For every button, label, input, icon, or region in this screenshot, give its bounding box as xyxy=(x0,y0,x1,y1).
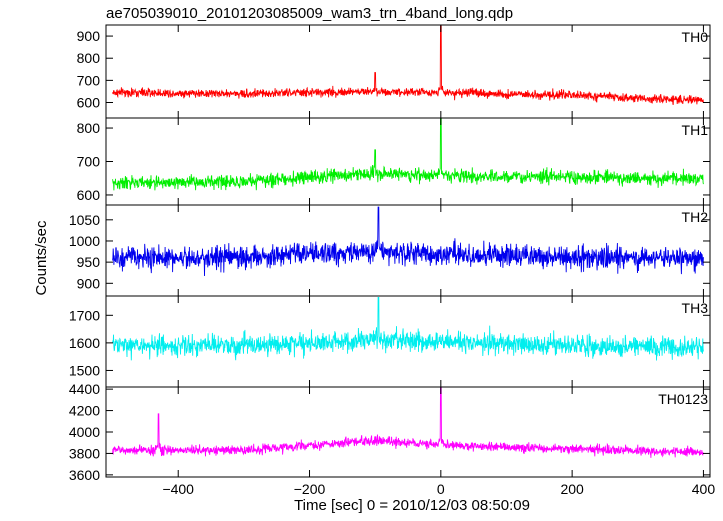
panel-label: TH2 xyxy=(682,209,709,225)
x-tick-label: 400 xyxy=(692,481,716,497)
y-tick-label: 800 xyxy=(77,120,101,136)
panel-frame xyxy=(105,386,711,478)
y-tick-label: 3800 xyxy=(69,445,100,461)
x-tick-label: −200 xyxy=(294,481,326,497)
y-tick-label: 1700 xyxy=(69,307,100,323)
y-tick-label: 900 xyxy=(77,275,101,291)
y-tick-label: 1000 xyxy=(69,233,100,249)
y-tick-label: 900 xyxy=(77,28,101,44)
chart-title: ae705039010_20101203085009_wam3_trn_4ban… xyxy=(106,5,513,22)
x-axis-title: Time [sec] 0 = 2010/12/03 08:50:09 xyxy=(294,497,530,514)
panel-th0: 600 700 800 900 TH0 xyxy=(77,24,711,119)
panel-th3: 1500 1600 1700 TH3 xyxy=(69,295,711,388)
series-line-th0123 xyxy=(112,387,704,458)
y-tick-label: 700 xyxy=(77,72,101,88)
y-axis-title: Counts/sec xyxy=(33,220,50,296)
y-tick-label: 600 xyxy=(77,95,101,111)
series-line-th1 xyxy=(112,118,704,191)
y-tick-label: 700 xyxy=(77,154,101,170)
y-tick-label: 800 xyxy=(77,50,101,66)
panel-th2: 900 950 1000 1050 TH2 xyxy=(69,204,711,297)
panels-layer: 600 700 800 900 TH0 600 700 800 TH1 900 950 1000 105… xyxy=(69,24,716,497)
y-tick-label: 600 xyxy=(77,187,101,203)
y-tick-label: 4400 xyxy=(69,381,100,397)
y-tick-label: 3600 xyxy=(69,467,100,483)
y-tick-label: 1500 xyxy=(69,362,100,378)
series-line-th2 xyxy=(112,206,704,277)
y-tick-label: 950 xyxy=(77,254,101,270)
panel-label: TH1 xyxy=(682,122,709,138)
panel-frame xyxy=(105,24,711,119)
x-tick-label: 200 xyxy=(560,481,584,497)
x-tick-label: 0 xyxy=(437,481,445,497)
panel-label: TH0123 xyxy=(658,391,708,407)
y-tick-label: 4000 xyxy=(69,424,100,440)
panel-frame xyxy=(105,117,711,206)
x-tick-label: −400 xyxy=(162,481,194,497)
series-line-th0 xyxy=(112,25,704,105)
panel-label: TH3 xyxy=(682,300,709,316)
panel-th0123: 3600 3800 4000 4200 4400 TH0123 xyxy=(69,381,711,483)
panel-th1: 600 700 800 TH1 xyxy=(77,117,711,206)
y-tick-label: 1600 xyxy=(69,335,100,351)
panel-label: TH0 xyxy=(682,29,709,45)
series-line-th3 xyxy=(112,296,704,361)
y-tick-label: 1050 xyxy=(69,212,100,228)
y-tick-label: 4200 xyxy=(69,403,100,419)
